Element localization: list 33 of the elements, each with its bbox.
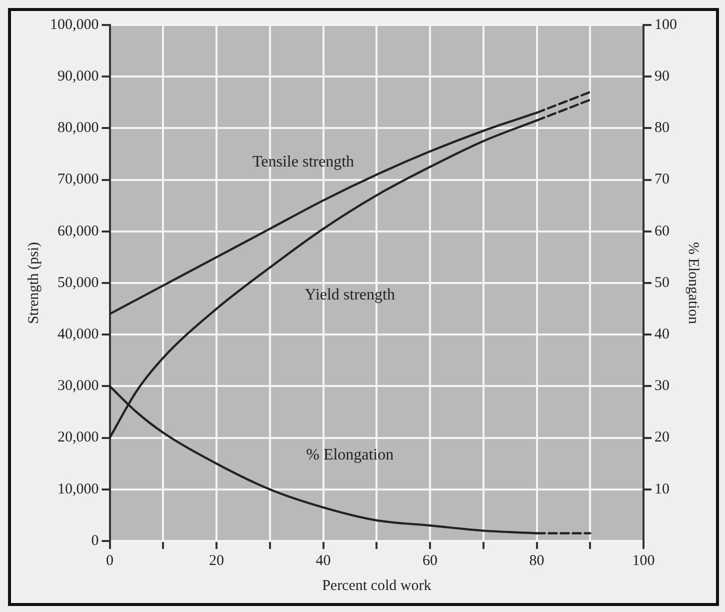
y2-axis-title: % Elongation <box>685 242 702 325</box>
y2-tick-label: 80 <box>654 120 670 136</box>
y2-tick-label: 50 <box>654 274 670 291</box>
y-axis-title: Strength (psi) <box>26 242 42 324</box>
x-tick-label: 20 <box>209 552 224 569</box>
y-tick-label: 50,000 <box>58 274 99 291</box>
y-tick-label: 70,000 <box>58 172 99 188</box>
text: Yield strength <box>304 286 395 304</box>
y-tick-label: 30,000 <box>58 378 99 394</box>
x-axis-title: Percent cold work <box>322 578 432 594</box>
y2-tick-label: 10 <box>654 481 670 498</box>
y-tick-label: 80,000 <box>58 120 99 136</box>
text: % Elongation <box>306 446 394 464</box>
y2-tick-label: 100 <box>654 16 677 33</box>
y-tick-label: 10,000 <box>58 481 99 498</box>
y-tick-label: 0 <box>91 532 99 549</box>
x-tick-label: 100 <box>632 552 655 569</box>
x-tick-label: 0 <box>106 552 114 569</box>
y2-tick-label: 40 <box>654 326 670 343</box>
x-tick-label: 80 <box>529 552 544 569</box>
y2-tick-label: 20 <box>654 430 670 446</box>
y2-tick-label: 70 <box>654 172 670 188</box>
y-tick-label: 100,000 <box>50 16 99 33</box>
x-tick-label: 60 <box>422 552 438 569</box>
y2-tick-label: 30 <box>654 378 670 394</box>
y-tick-label: 40,000 <box>58 326 99 343</box>
y-tick-label: 60,000 <box>58 223 99 240</box>
series-label: Tensile strength <box>252 154 354 171</box>
y-tick-label: 90,000 <box>58 68 99 85</box>
y-tick-label: 20,000 <box>58 430 99 446</box>
x-tick-label: 40 <box>316 552 331 569</box>
y2-tick-label: 90 <box>654 68 670 85</box>
y2-tick-label: 60 <box>654 223 670 240</box>
